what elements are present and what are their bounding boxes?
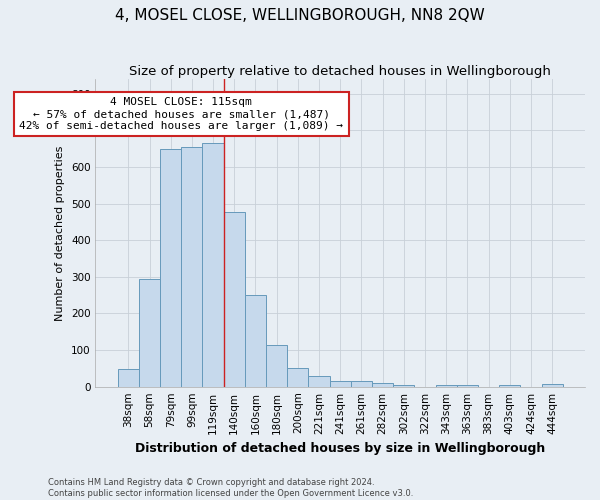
Bar [436,385,457,386]
Bar [160,148,181,386]
Y-axis label: Number of detached properties: Number of detached properties [55,145,65,320]
Bar [393,385,415,386]
Bar [224,212,245,386]
Bar [329,381,351,386]
Bar [118,370,139,386]
Bar [287,368,308,386]
Bar [542,384,563,386]
Bar [266,344,287,387]
Text: 4, MOSEL CLOSE, WELLINGBOROUGH, NN8 2QW: 4, MOSEL CLOSE, WELLINGBOROUGH, NN8 2QW [115,8,485,22]
Bar [457,385,478,386]
Bar [245,295,266,386]
X-axis label: Distribution of detached houses by size in Wellingborough: Distribution of detached houses by size … [135,442,545,455]
Bar [351,381,372,386]
Bar [372,383,393,386]
Bar [139,280,160,386]
Bar [499,385,520,386]
Bar [308,376,329,386]
Bar [181,147,202,386]
Title: Size of property relative to detached houses in Wellingborough: Size of property relative to detached ho… [129,65,551,78]
Text: Contains HM Land Registry data © Crown copyright and database right 2024.
Contai: Contains HM Land Registry data © Crown c… [48,478,413,498]
Bar [202,143,224,386]
Text: 4 MOSEL CLOSE: 115sqm
← 57% of detached houses are smaller (1,487)
42% of semi-d: 4 MOSEL CLOSE: 115sqm ← 57% of detached … [19,98,343,130]
